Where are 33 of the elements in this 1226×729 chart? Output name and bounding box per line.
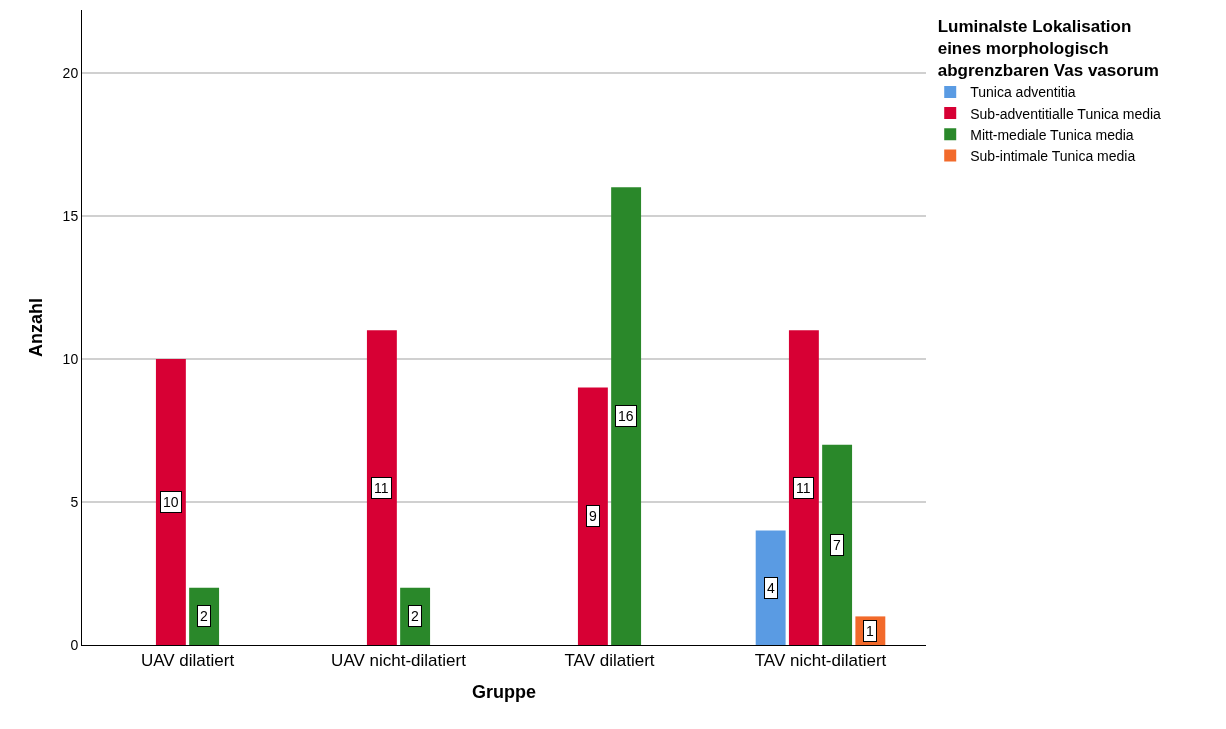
x-axis-title: Gruppe: [471, 681, 537, 702]
data-label: 9: [589, 508, 597, 524]
bar: [822, 444, 853, 645]
bar: [366, 330, 397, 645]
data-label: 1: [866, 623, 874, 639]
y-tick-label: 5: [70, 493, 79, 510]
data-label: 4: [767, 580, 775, 596]
bar: [755, 530, 786, 645]
data-label: 7: [833, 537, 841, 553]
legend-label: Mitt-mediale Tunica media: [970, 126, 1134, 143]
legend-label: Sub-intimale Tunica media: [970, 147, 1136, 164]
x-tick-label: UAV nicht-dilatiert: [331, 651, 467, 671]
legend-title: Luminalste Lokalisation eines morphologisch abgrenzbaren Vas vasorum: [937, 17, 1159, 81]
data-label: 11: [796, 480, 811, 496]
y-axis-title: Anzahl: [25, 297, 46, 358]
data-label: 2: [411, 608, 419, 624]
x-tick-label: UAV dilatiert: [140, 651, 235, 671]
x-tick-label: TAV dilatiert: [564, 651, 655, 671]
data-label: 11: [374, 480, 389, 496]
y-tick-label: 15: [62, 207, 79, 224]
bar: [788, 330, 819, 645]
bar: [155, 358, 186, 645]
data-label: 2: [200, 608, 208, 624]
bar: [611, 187, 642, 645]
data-label: 10: [163, 494, 179, 510]
bar: [577, 387, 608, 645]
data-label: 16: [618, 408, 634, 424]
legend-label: Tunica adventitia: [970, 84, 1076, 101]
y-tick-label: 10: [62, 350, 79, 367]
legend-label: Sub-adventitialle Tunica media: [970, 105, 1162, 122]
y-tick-label: 20: [62, 64, 79, 81]
y-tick-label: 0: [70, 636, 79, 653]
x-tick-label: TAV nicht-dilatiert: [754, 651, 887, 671]
